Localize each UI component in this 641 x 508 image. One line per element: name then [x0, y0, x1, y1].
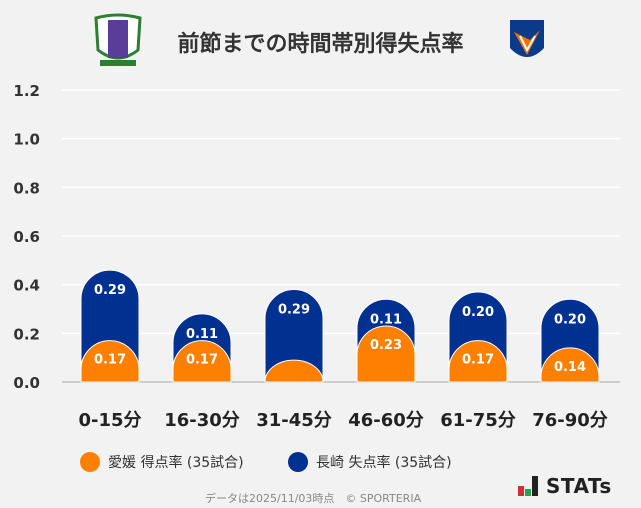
y-tick-label: 0.0: [13, 374, 40, 392]
stats-logo: STATs: [518, 476, 612, 496]
bar-ehime: [172, 340, 232, 383]
y-tick-label: 0.2: [13, 325, 40, 343]
data-label-nagasaki: 0.29: [278, 303, 310, 318]
bar-ehime: [448, 340, 508, 383]
x-tick-label: 31-45分: [256, 410, 332, 431]
footer-note: データは2025/11/03時点 © SPORTERIA: [205, 492, 422, 505]
legend-item-ehime: 愛媛 得点率 (35試合): [80, 452, 244, 472]
bar-ehime: [264, 359, 324, 383]
y-tick-label: 1.0: [13, 131, 40, 149]
data-label-ehime: 0.14: [554, 360, 586, 375]
y-tick-label: 1.2: [13, 82, 40, 100]
chart-title: 前節までの時間帯別得失点率: [177, 32, 464, 57]
x-tick-label: 61-75分: [440, 410, 516, 431]
bar-ehime: [540, 347, 600, 383]
ehime-fc-logo: [94, 13, 142, 66]
data-label-ehime: 0.17: [94, 353, 126, 368]
data-label-nagasaki: 0.11: [370, 312, 402, 327]
data-label-nagasaki: 0.20: [462, 305, 494, 320]
y-tick-label: 0.8: [13, 179, 40, 197]
legend-swatch: [80, 452, 100, 472]
x-tick-label: 76-90分: [532, 410, 608, 431]
v-varen-logo: [510, 20, 544, 57]
bar-chart: 0.0 0.2 0.4 0.6 0.8 1.0 1.2 0.29 0.17 0-15分 0.11 0.…: [13, 82, 620, 431]
stats-bars-icon: [518, 476, 538, 496]
data-label-ehime: 0.17: [462, 353, 494, 368]
bar-ehime: [356, 325, 416, 383]
x-tick-label: 16-30分: [164, 410, 240, 431]
team-logos: [94, 13, 544, 66]
legend-item-nagasaki: 長崎 失点率 (35試合): [288, 452, 452, 472]
legend-label: 愛媛 得点率 (35試合): [108, 455, 244, 471]
x-tick-label: 0-15分: [78, 410, 141, 431]
bar-ehime: [80, 340, 140, 383]
y-tick-label: 0.6: [13, 228, 40, 246]
x-tick-label: 46-60分: [348, 410, 424, 431]
data-label-ehime: 0.17: [186, 353, 218, 368]
data-label-nagasaki: 0.11: [186, 327, 218, 342]
data-label-nagasaki: 0.20: [554, 312, 586, 327]
bar-nagasaki: [264, 289, 324, 383]
stats-brand: STATs: [546, 474, 612, 498]
data-label-nagasaki: 0.29: [94, 283, 126, 298]
legend-swatch: [288, 452, 308, 472]
y-tick-label: 0.4: [13, 277, 40, 295]
data-label-ehime: 0.23: [370, 338, 402, 353]
legend-label: 長崎 失点率 (35試合): [316, 455, 452, 471]
